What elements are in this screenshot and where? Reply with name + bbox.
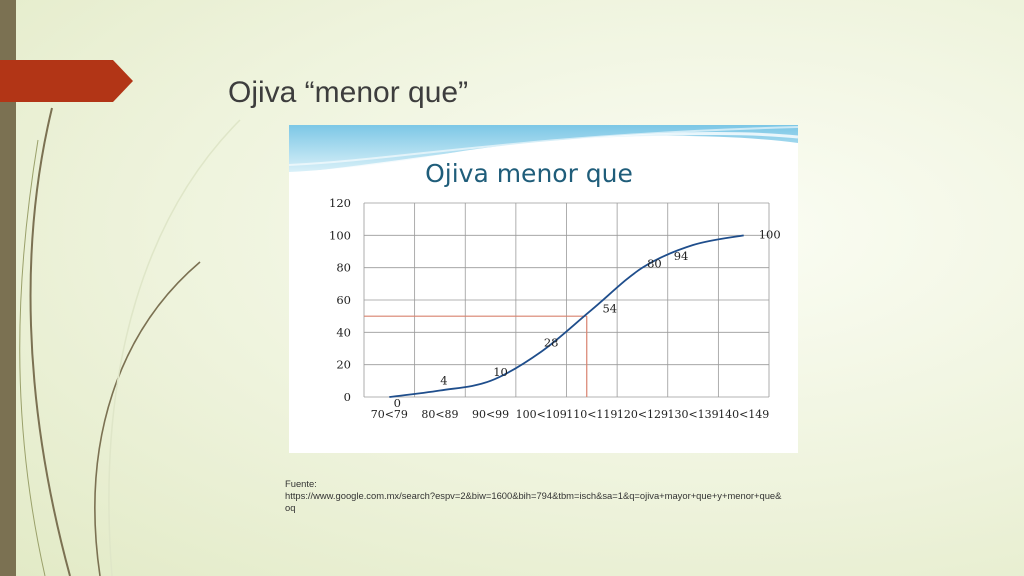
data-label: 28 — [544, 336, 559, 350]
x-tick-label: 100<109 — [516, 408, 567, 421]
data-label: 0 — [394, 396, 401, 410]
y-tick-label: 40 — [336, 325, 351, 339]
y-tick-label: 100 — [329, 228, 351, 242]
source-label: Fuente: — [285, 478, 317, 489]
y-tick-label: 80 — [336, 261, 351, 275]
y-tick-labels: 0 20 40 60 80 100 120 — [329, 196, 351, 404]
chart-grid — [363, 202, 770, 398]
data-labels: 0 4 10 28 54 80 94 100 — [394, 227, 781, 410]
x-tick-label: 70<79 — [371, 408, 408, 421]
source-url: https://www.google.com.mx/search?espv=2&… — [285, 490, 782, 513]
data-label: 4 — [440, 374, 447, 388]
series-line — [389, 234, 744, 398]
y-tick-label: 120 — [329, 196, 351, 210]
chart-title: Ojiva menor que — [425, 159, 633, 188]
chart-header-band — [289, 125, 798, 172]
data-label: 10 — [493, 365, 508, 379]
decorative-curves — [19, 107, 241, 576]
x-tick-labels: 70<79 80<89 90<99 100<109 110<119 120<129 130<… — [371, 408, 770, 421]
title-accent-flag — [0, 60, 133, 102]
data-label: 80 — [647, 257, 662, 271]
left-accent-bar — [0, 0, 16, 576]
slide-title: Ojiva “menor que” — [228, 76, 469, 110]
x-tick-label: 120<129 — [617, 408, 668, 421]
chart-image: Ojiva menor que 0 20 40 60 80 100 120 70<79 80<… — [289, 125, 798, 453]
data-label: 94 — [674, 249, 689, 263]
y-tick-label: 20 — [336, 358, 351, 372]
x-tick-label: 130<139 — [667, 408, 718, 421]
data-label: 100 — [759, 227, 781, 241]
y-tick-label: 0 — [344, 390, 351, 404]
reference-lines — [364, 315, 588, 397]
x-tick-label: 80<89 — [421, 408, 458, 421]
data-label: 54 — [602, 302, 617, 316]
x-tick-label: 90<99 — [472, 408, 509, 421]
source-note: Fuente: https://www.google.com.mx/search… — [285, 478, 785, 514]
x-tick-label: 110<119 — [566, 408, 617, 421]
x-tick-label: 140<149 — [718, 408, 769, 421]
y-tick-label: 60 — [336, 293, 351, 307]
